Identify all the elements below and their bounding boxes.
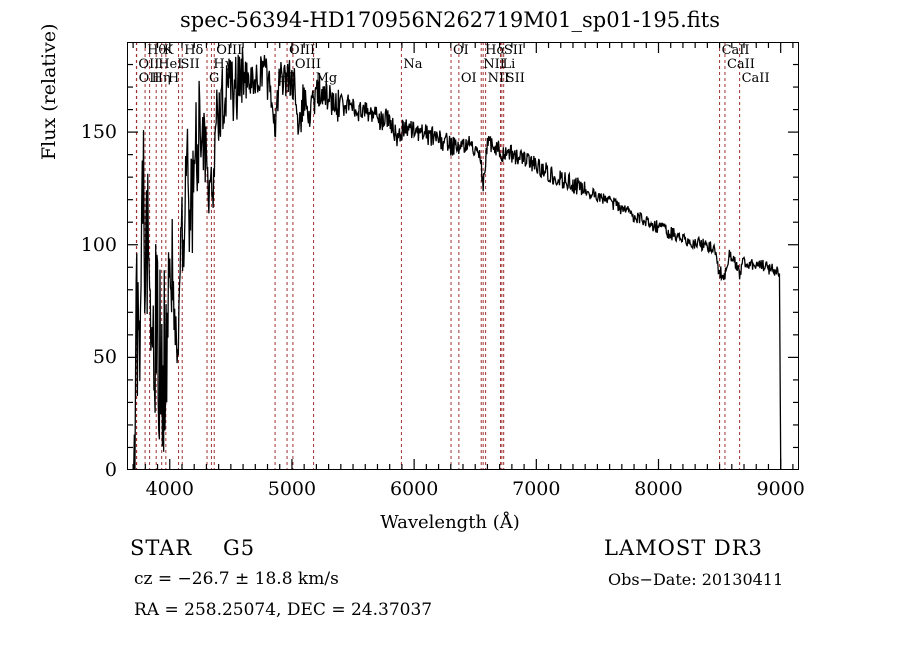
line-marker-label: CaII xyxy=(741,71,770,86)
line-marker-label: CaII xyxy=(726,57,755,72)
line-marker-label: Hη xyxy=(151,71,171,86)
spectrum-trace xyxy=(133,47,781,470)
line-marker-label: Hα xyxy=(485,43,506,58)
redshift-line: cz = −26.7 ± 18.8 km/s xyxy=(134,569,339,589)
line-marker-label: Hδ xyxy=(184,43,204,58)
plot-frame xyxy=(127,42,799,470)
line-marker-label: CaII xyxy=(721,43,750,58)
object-summary-line: STAR G5 xyxy=(130,533,432,564)
line-marker-label: Li xyxy=(502,57,516,72)
x-tick-label: 6000 xyxy=(389,478,439,500)
line-marker-label: G xyxy=(209,71,220,86)
line-marker-label: SII xyxy=(180,57,200,72)
line-marker-label: OII xyxy=(138,57,160,72)
x-tick-label: 7000 xyxy=(512,478,561,500)
obs-date-line: Obs−Date: 20130411 xyxy=(608,570,784,589)
x-axis-title: Wavelength (Å) xyxy=(380,512,520,533)
survey-name: LAMOST DR3 xyxy=(604,536,763,560)
line-marker-label: OIII xyxy=(216,43,243,58)
x-tick-label: 8000 xyxy=(634,478,683,500)
page-title: spec-56394-HD170956N262719M01_sp01-195.f… xyxy=(179,8,720,32)
line-marker-label: SII xyxy=(503,43,524,58)
line-marker-label: K xyxy=(163,43,174,58)
line-marker-label: Na xyxy=(403,57,423,72)
y-tick-label: 100 xyxy=(80,233,117,256)
y-tick-label: 150 xyxy=(80,121,117,144)
line-marker-label: OIII xyxy=(289,43,316,58)
line-marker-label: HeI xyxy=(158,57,183,72)
x-tick-label: 4000 xyxy=(145,478,194,500)
line-marker-label: Mg xyxy=(315,71,338,86)
line-marker-label: OII xyxy=(138,71,160,86)
line-marker-label: Hθ xyxy=(147,43,167,58)
line-marker-label: OI xyxy=(453,43,469,58)
line-marker-label: NII xyxy=(487,71,510,86)
x-tick-label: 9000 xyxy=(756,478,805,500)
footer-left-block: STAR G5 cz = −26.7 ± 18.8 km/s RA = 258.… xyxy=(130,533,432,626)
line-marker-label: SII xyxy=(505,71,525,86)
coordinates-line: RA = 258.25074, DEC = 24.37037 xyxy=(134,600,433,620)
y-tick-label: 0 xyxy=(104,459,117,481)
plot-area: OII OII Hθ Hη HeI K H SII Hδ G Hγ OIII Hβ OIII OIII Mg N… xyxy=(127,42,799,470)
spectral-class: G5 xyxy=(222,536,256,560)
line-marker-label: OIII xyxy=(294,57,321,72)
y-axis-title: Flux (relative) xyxy=(38,23,60,161)
spectrum-canvas xyxy=(127,42,799,470)
footer-right-block: LAMOST DR3 Obs−Date: 20130411 xyxy=(604,533,783,595)
line-marker-label: Hβ xyxy=(277,71,296,86)
line-marker-label: Hγ xyxy=(213,57,233,72)
line-marker-label: NII xyxy=(483,57,505,72)
x-tick-label: 5000 xyxy=(267,478,317,500)
y-tick-label: 50 xyxy=(92,346,117,369)
object-type: STAR xyxy=(130,536,193,560)
line-marker-label: H xyxy=(167,71,180,86)
line-marker-label: OI xyxy=(460,71,477,86)
